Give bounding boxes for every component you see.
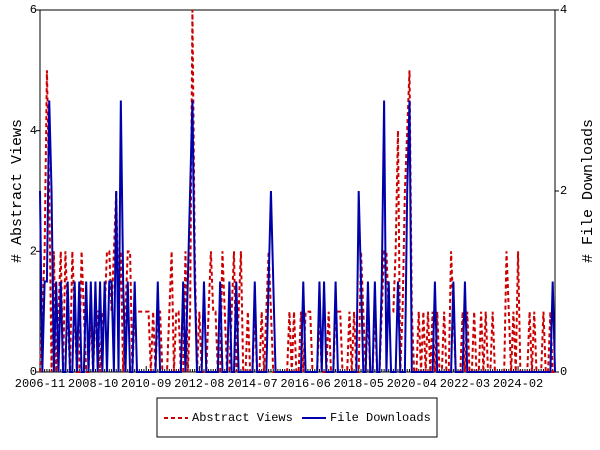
y-tick-label: 2	[30, 245, 37, 259]
x-tick-label: 2022-03	[440, 377, 490, 391]
x-tick-label: 2014-07	[227, 377, 277, 391]
y-tick-label: 6	[30, 3, 37, 17]
x-tick-label: 2006-11	[15, 377, 65, 391]
y2-tick-label: 2	[560, 184, 567, 198]
y-tick-label: 4	[30, 124, 37, 138]
x-tick-label: 2018-05	[333, 377, 383, 391]
y-tick-label: 0	[30, 365, 37, 379]
x-tick-label: 2024-02	[493, 377, 543, 391]
series-line	[39, 100, 556, 373]
legend-label: File Downloads	[330, 411, 431, 425]
y-axis-label: # Abstract Views	[9, 119, 26, 263]
x-tick-label: 2008-10	[68, 377, 118, 391]
legend-label: Abstract Views	[192, 411, 293, 425]
y2-axis-label: # File Downloads	[580, 119, 597, 263]
y2-tick-label: 0	[560, 365, 567, 379]
legend-box	[156, 397, 438, 438]
x-tick-label: 2012-08	[174, 377, 224, 391]
x-tick-label: 2016-06	[280, 377, 330, 391]
x-tick-label: 2020-04	[387, 377, 437, 391]
series-line	[39, 9, 555, 373]
y2-tick-label: 4	[560, 3, 567, 17]
x-tick-label: 2010-09	[121, 377, 171, 391]
